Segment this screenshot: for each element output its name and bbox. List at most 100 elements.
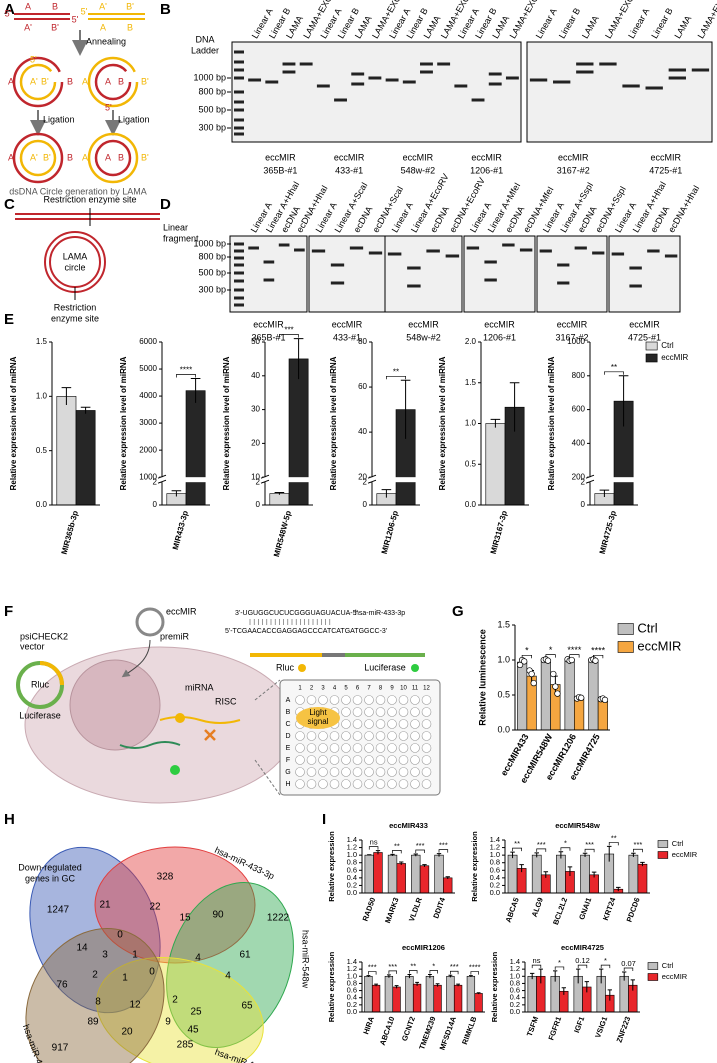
bar	[56, 396, 77, 506]
lane-label: Linear B	[557, 6, 582, 40]
well	[375, 743, 386, 753]
light-spot	[296, 707, 340, 729]
bar	[619, 975, 629, 1013]
error-bar	[61, 387, 72, 406]
gel	[231, 41, 522, 143]
sig-label: *	[604, 956, 607, 965]
chart-title: eccMIR4725	[561, 943, 604, 952]
y-tick-label: 0	[153, 500, 158, 509]
circle-inner	[19, 63, 57, 101]
group-label: eccMIR	[629, 319, 660, 329]
well	[398, 743, 409, 753]
error-bar	[538, 968, 543, 984]
x-tick-label: PDCD6	[625, 896, 642, 923]
venn-count: 8	[95, 997, 101, 1008]
y-tick-label: 2.0	[465, 337, 477, 346]
ladder-label: 500 bp	[198, 104, 226, 114]
y-label: Relative expression	[327, 831, 336, 902]
y-tick-label: 2	[153, 477, 158, 486]
bar	[453, 984, 463, 1013]
gel	[608, 235, 681, 313]
well	[306, 779, 317, 789]
x-tick-label: VLDLR	[407, 896, 424, 923]
error-bar	[375, 850, 381, 855]
ladder-label: 1000 bp	[193, 72, 226, 82]
group-label: 365B-#1	[251, 332, 285, 342]
cell	[24, 646, 296, 804]
data-point	[550, 670, 557, 678]
sig-bracket	[633, 848, 643, 853]
sig-bracket	[593, 654, 604, 659]
y-tick-label: 6000	[139, 337, 157, 346]
gel-band	[599, 62, 617, 66]
venn-count: 20	[121, 1027, 133, 1038]
sig-bracket	[554, 966, 565, 970]
error-bar	[436, 853, 442, 857]
rluc-arc	[39, 661, 64, 686]
venn-set	[166, 882, 294, 1048]
well	[421, 707, 432, 717]
venn-count: 0	[117, 930, 123, 941]
y-tick-label: 1.0	[347, 971, 357, 980]
well	[364, 743, 374, 753]
y-label: Relative expression level of miRNA	[438, 356, 447, 490]
circle-inner	[94, 139, 132, 177]
venn-count: 0	[149, 967, 155, 978]
step-label: Ligation	[118, 114, 150, 124]
plate-col: 4	[333, 686, 337, 692]
y-tick-label: 1.0	[36, 391, 48, 400]
bar	[411, 854, 421, 894]
lane-label: Linear B	[649, 6, 674, 40]
venn-count: 1	[122, 973, 128, 984]
y-tick-label: 0.0	[497, 724, 510, 734]
strand-label: A	[8, 152, 14, 162]
x-label: MIR3167-3p	[489, 510, 509, 555]
sig-bracket	[429, 970, 438, 974]
bar	[392, 986, 401, 1013]
y-tick-label: 1.5	[465, 378, 477, 387]
bar	[75, 410, 96, 506]
x-label: MIR4725-3p	[598, 510, 618, 555]
well	[398, 767, 409, 777]
y-label: Relative expression	[470, 831, 479, 902]
error-bar	[567, 866, 573, 876]
sig-label: 0.12	[575, 956, 590, 965]
well	[341, 779, 351, 789]
strand-label: A'	[82, 76, 90, 86]
y-label: Relative expression level of miRNA	[9, 356, 18, 490]
gel-band	[368, 76, 382, 80]
y-tick-label: 0.5	[465, 459, 477, 468]
gel-band	[385, 78, 399, 82]
gel-band	[519, 248, 533, 252]
panel-label: C	[4, 196, 15, 213]
gel-band	[234, 76, 244, 80]
well	[375, 755, 386, 765]
gel-band	[407, 266, 421, 270]
well	[352, 743, 363, 753]
strand-label: A	[25, 1, 31, 11]
error-bar	[427, 974, 432, 979]
well	[352, 719, 363, 729]
group-label: 433-#1	[335, 165, 363, 175]
gel-band	[278, 243, 290, 247]
gene-label: Rluc	[276, 662, 295, 672]
y-tick-label: 2000	[139, 445, 157, 454]
data-point	[521, 658, 528, 665]
sig-label: **	[410, 961, 416, 970]
group-label: eccMIR	[408, 319, 439, 329]
eccmir-circle	[135, 607, 165, 637]
panel-label: G	[452, 603, 464, 620]
sig-bracket	[604, 371, 624, 375]
y-tick-label: 1.4	[510, 957, 520, 966]
break-mark	[367, 474, 377, 484]
gel-band	[668, 76, 686, 80]
plate-row: D	[285, 733, 290, 740]
circle-inner	[94, 63, 132, 101]
lane-label: LAMA	[580, 14, 601, 40]
error-bar	[543, 871, 549, 878]
y-tick-label: 1.5	[36, 337, 48, 346]
axis-break	[368, 477, 420, 483]
gel-band	[282, 70, 296, 74]
gel-band	[263, 278, 275, 282]
well	[375, 707, 386, 717]
